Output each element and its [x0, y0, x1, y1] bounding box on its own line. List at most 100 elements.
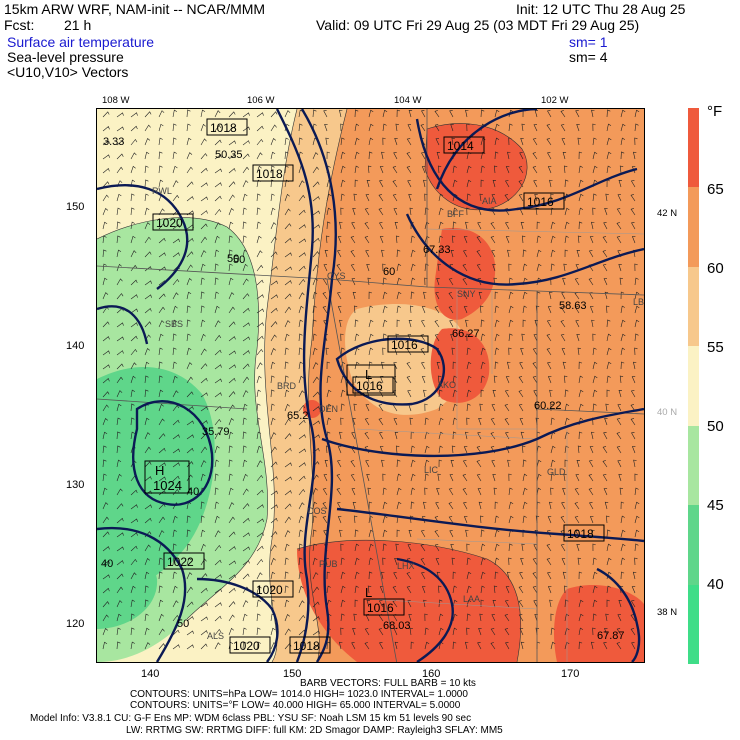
- wind-barb: [434, 306, 440, 314]
- y-tick-140: 140: [66, 340, 85, 352]
- wind-barb: [634, 557, 638, 566]
- wind-barb: [620, 123, 626, 132]
- station-ako: AKO: [437, 380, 456, 390]
- wind-barb: [340, 137, 345, 146]
- wind-barb: [479, 305, 484, 314]
- wind-barb: [490, 222, 496, 230]
- wind-barb: [606, 165, 611, 174]
- wind-barb: [408, 319, 413, 328]
- wind-barb: [350, 474, 356, 482]
- wind-barb: [619, 165, 624, 174]
- wind-barb: [518, 586, 524, 594]
- wind-barb: [424, 207, 429, 216]
- wind-barb: [228, 292, 235, 300]
- wind-barb: [116, 390, 123, 398]
- wind-barb: [298, 361, 303, 370]
- wind-barb: [574, 306, 580, 314]
- wind-barb: [351, 642, 356, 650]
- wind-barb: [480, 333, 486, 342]
- wind-barb: [606, 543, 612, 552]
- wind-barb: [578, 375, 583, 384]
- wind-barb: [451, 445, 456, 454]
- wind-barb: [410, 473, 416, 482]
- wind-barb: [407, 180, 412, 188]
- wind-barb: [102, 208, 109, 216]
- wind-barb: [505, 236, 510, 244]
- wind-barb: [284, 266, 292, 272]
- init-time: Init: 12 UTC Thu 28 Aug 25: [516, 1, 686, 17]
- temperature-colorbar: [688, 108, 699, 665]
- wind-barb: [228, 587, 236, 594]
- wind-barb: [438, 459, 443, 468]
- wind-barb: [270, 251, 278, 258]
- wind-barb: [406, 348, 412, 356]
- wind-barb: [323, 110, 328, 118]
- wind-barb: [518, 390, 524, 398]
- wind-barb: [396, 319, 401, 328]
- isobars: [97, 109, 644, 662]
- wind-barb: [200, 616, 208, 622]
- wind-barb: [323, 530, 328, 538]
- isobar-label-1014: 1014: [443, 136, 485, 154]
- wind-barb: [337, 292, 342, 300]
- wind-barb: [423, 179, 427, 188]
- wind-barb: [435, 558, 440, 566]
- wind-barb: [366, 474, 370, 482]
- wind-barb: [284, 490, 292, 496]
- wind-barb: [200, 420, 208, 426]
- wind-barb: [270, 432, 277, 440]
- wind-barb: [577, 137, 581, 146]
- wind-barb: [620, 151, 625, 160]
- wind-barb: [354, 361, 360, 370]
- wind-barb: [575, 474, 580, 482]
- wind-barb: [408, 109, 413, 118]
- wind-barb: [337, 236, 342, 244]
- wind-barb: [284, 252, 292, 258]
- wind-barb: [228, 111, 236, 118]
- wind-barb: [620, 305, 625, 314]
- wind-barb: [364, 418, 370, 426]
- wind-barb: [479, 193, 483, 202]
- wind-barb: [242, 363, 250, 370]
- wind-barb: [490, 642, 496, 650]
- wind-barb: [298, 488, 306, 496]
- wind-barb: [242, 417, 247, 426]
- temp-label-0: 3.33: [103, 136, 124, 148]
- colorbar-label-65: 65: [707, 181, 724, 198]
- wind-barb: [242, 473, 248, 482]
- wind-barb: [522, 501, 528, 510]
- wind-barb: [353, 613, 357, 622]
- wind-barb: [340, 571, 346, 580]
- svg-text:1016: 1016: [356, 379, 383, 393]
- wind-barb: [423, 599, 427, 608]
- wind-barb: [270, 151, 276, 160]
- wind-barb: [284, 293, 292, 300]
- wind-barb: [336, 488, 342, 496]
- wind-barb: [536, 459, 542, 468]
- wind-barb: [438, 431, 444, 440]
- wind-barb: [466, 193, 471, 202]
- wind-barb: [379, 586, 384, 594]
- wind-barb: [450, 459, 455, 468]
- wind-barb: [116, 350, 124, 356]
- wind-barb: [326, 417, 332, 426]
- wind-barb: [242, 376, 250, 384]
- wind-barb: [606, 361, 612, 370]
- wind-barb: [322, 306, 328, 314]
- wind-barb: [592, 585, 598, 594]
- wind-barb: [382, 501, 388, 510]
- wind-barb: [256, 572, 263, 580]
- wind-barb: [172, 543, 177, 552]
- wind-barb: [158, 516, 166, 524]
- wind-barb: [462, 474, 468, 482]
- wind-barb: [479, 613, 483, 622]
- wind-barb: [591, 431, 595, 440]
- wind-barb: [577, 347, 581, 356]
- wind-barb: [172, 529, 177, 538]
- wind-barb: [144, 389, 149, 398]
- wind-barb: [634, 473, 638, 482]
- wind-barb: [144, 476, 152, 482]
- wind-barb: [420, 334, 426, 342]
- wind-barb: [144, 585, 149, 594]
- wind-barb: [284, 306, 292, 314]
